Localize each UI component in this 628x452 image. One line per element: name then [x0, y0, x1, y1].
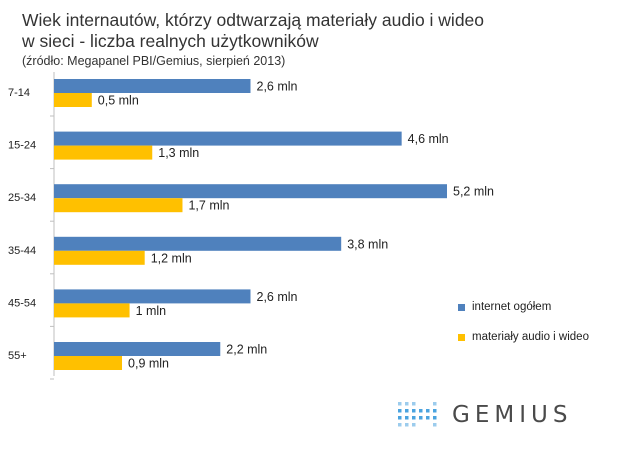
bar-internet	[54, 184, 447, 199]
data-label-audio-video: 1,3 mln	[158, 146, 199, 160]
chart-title-line2: w sieci - liczba realnych użytkowników	[22, 31, 319, 51]
logo-dot	[412, 409, 416, 413]
logo-dot	[419, 409, 423, 413]
logo-dot	[405, 409, 409, 413]
logo-dot	[398, 416, 402, 420]
bar-audio-video	[54, 198, 183, 213]
logo-dot	[426, 416, 430, 420]
gemius-dots-icon	[398, 402, 437, 427]
logo-dot	[405, 402, 409, 406]
data-label-audio-video: 1,7 mln	[188, 199, 229, 213]
chart-title-line1: Wiek internautów, którzy odtwarzają mate…	[22, 10, 485, 30]
logo-dot	[412, 423, 416, 427]
data-label-internet: 2,6 mln	[257, 80, 298, 94]
logo-dot	[433, 402, 437, 406]
legend-swatch-internet	[458, 303, 465, 311]
logo-dot	[426, 409, 430, 413]
data-label-internet: 4,6 mln	[408, 132, 449, 146]
bar-audio-video	[54, 250, 145, 265]
logo-dot	[398, 423, 402, 427]
data-label-audio-video: 0,5 mln	[98, 94, 139, 108]
bar-internet	[54, 342, 221, 356]
logo-dot	[433, 423, 437, 427]
logo-dot	[419, 416, 423, 420]
bar-internet	[54, 289, 251, 304]
data-label-internet: 5,2 mln	[453, 185, 494, 199]
legend-label-audio-video: materiały audio i wideo	[472, 331, 589, 343]
logo-dot	[405, 423, 409, 427]
bar-internet	[54, 79, 251, 93]
gemius-logo: GEMIUS	[396, 400, 572, 430]
data-label-internet: 3,8 mln	[347, 237, 388, 251]
legend-label-internet: internet ogółem	[472, 301, 552, 313]
category-label: 7-14	[8, 87, 30, 99]
logo-dot	[433, 409, 437, 413]
logo-dot	[405, 416, 409, 420]
category-label: 35-44	[8, 245, 36, 257]
logo-dot	[398, 409, 402, 413]
legend-item-audio-video: materiały audio i wideo	[458, 330, 589, 344]
logo-dot	[433, 416, 437, 420]
bar-audio-video	[54, 303, 130, 318]
gemius-logo-text: GEMIUS	[452, 402, 573, 428]
category-label: 45-54	[8, 297, 36, 309]
legend: internet ogółem materiały audio i wideo	[458, 300, 589, 360]
bar-internet	[54, 131, 402, 146]
data-label-audio-video: 0,9 mln	[128, 357, 169, 371]
logo-dot	[412, 402, 416, 406]
data-label-audio-video: 1 mln	[136, 304, 167, 318]
chart-source: (źródło: Megapanel PBI/Gemius, sierpień …	[22, 54, 286, 68]
logo-dot	[412, 416, 416, 420]
legend-swatch-audio-video	[458, 333, 465, 341]
data-label-internet: 2,6 mln	[257, 290, 298, 304]
category-label: 25-34	[8, 192, 36, 204]
data-label-audio-video: 1,2 mln	[151, 251, 192, 265]
data-label-internet: 2,2 mln	[226, 343, 267, 357]
legend-item-internet: internet ogółem	[458, 300, 589, 314]
logo-dot	[398, 402, 402, 406]
bar-audio-video	[54, 356, 123, 370]
category-label: 15-24	[8, 140, 36, 152]
bar-audio-video	[54, 93, 92, 107]
bar-audio-video	[54, 145, 153, 160]
bar-internet	[54, 236, 342, 251]
category-label: 55+	[8, 350, 27, 362]
